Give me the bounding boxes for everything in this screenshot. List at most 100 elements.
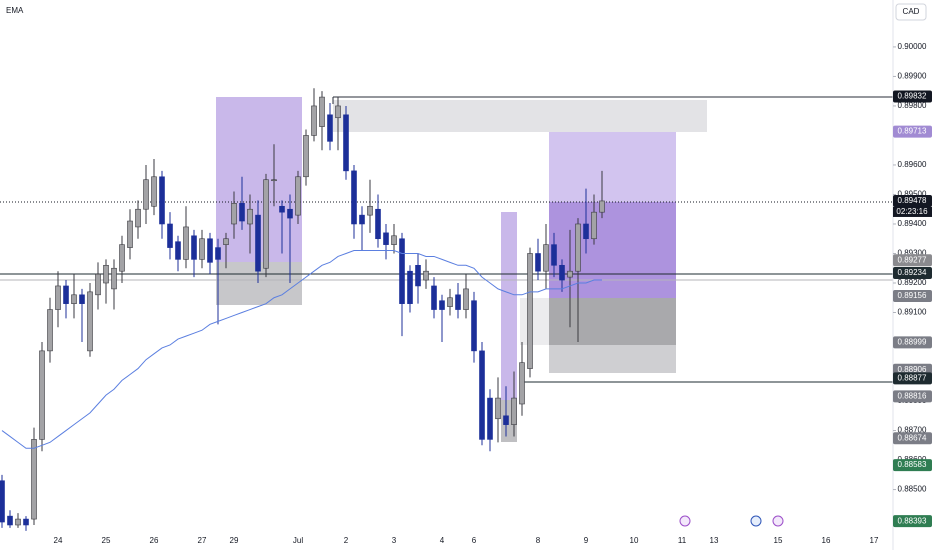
price-tag-label: 0.88906 — [898, 365, 927, 374]
candle-body — [567, 270, 573, 278]
x-tick-label: 2 — [344, 536, 349, 545]
price-tag-label: 0.89277 — [898, 255, 927, 264]
price-tag-label: 0.89234 — [898, 268, 927, 277]
price-tag — [893, 254, 932, 267]
candle-body — [543, 244, 549, 272]
zone-light — [333, 100, 707, 132]
event-icon[interactable] — [772, 515, 784, 527]
candle-body — [47, 309, 53, 352]
price-tag — [893, 90, 932, 103]
price-tag — [893, 432, 932, 445]
candle-body — [199, 238, 205, 260]
candle-body — [319, 96, 325, 127]
candle-body — [287, 208, 293, 219]
countdown: 02:23:16 — [896, 207, 928, 216]
candle-body — [351, 170, 357, 225]
candle-body — [135, 208, 141, 228]
candle-body — [479, 350, 485, 440]
candle-body — [71, 294, 77, 304]
candle-body — [231, 203, 237, 225]
price-tag — [893, 459, 932, 472]
candle-body — [55, 285, 61, 310]
candle-body — [335, 105, 341, 119]
candle-body — [399, 238, 405, 304]
candle-body — [535, 253, 541, 272]
candle-body — [439, 300, 445, 310]
x-tick-label: 29 — [230, 536, 239, 545]
x-tick-label: 4 — [440, 536, 445, 545]
candle-body — [7, 515, 13, 526]
candle-body — [487, 397, 493, 440]
candle-body — [415, 264, 421, 287]
candle-body — [223, 238, 229, 245]
currency-box[interactable] — [895, 3, 927, 21]
price-tag-label: 0.89713 — [898, 127, 927, 136]
candle-body — [143, 179, 149, 210]
candle-body — [383, 232, 389, 245]
price-tag — [893, 194, 932, 207]
candle-body — [519, 362, 525, 405]
y-tick-label: 0.90000 — [898, 42, 927, 51]
candle-body — [111, 267, 117, 290]
zone-light — [520, 298, 549, 345]
x-tick-label: 17 — [870, 536, 879, 545]
countdown-tag — [893, 206, 932, 217]
event-icons — [679, 515, 784, 527]
x-tick-label: 25 — [102, 536, 111, 545]
candle-body — [423, 270, 429, 281]
candle-body — [303, 135, 309, 178]
candle-body — [551, 244, 557, 266]
x-tick-label: 13 — [710, 536, 719, 545]
candle-body — [295, 176, 301, 216]
indicator-label: EMA — [6, 6, 24, 15]
zone-entry — [549, 202, 676, 298]
plot — [0, 88, 605, 531]
event-icon[interactable] — [750, 515, 762, 527]
y-tick-label: 0.88500 — [898, 485, 927, 494]
price-tag — [893, 336, 932, 349]
x-tick-label: 11 — [678, 536, 687, 545]
x-tick-label: 24 — [54, 536, 63, 545]
candle-body — [575, 223, 581, 272]
price-tag — [893, 515, 932, 528]
candle-body — [215, 247, 221, 260]
candle-body — [15, 518, 21, 526]
candle-body — [359, 214, 365, 225]
candle-body — [311, 105, 317, 136]
price-tag-label: 0.89832 — [898, 92, 927, 101]
x-tick-label: 6 — [472, 536, 477, 545]
x-tick-label: 3 — [392, 536, 397, 545]
price-tag-label: 0.88393 — [898, 516, 927, 525]
event-icon[interactable] — [679, 515, 691, 527]
candle-body — [447, 297, 453, 307]
candle-body — [559, 264, 565, 281]
candle-body — [23, 518, 29, 526]
price-tag-label: 0.89156 — [898, 291, 927, 300]
candle-body — [503, 415, 509, 425]
candle-body — [367, 205, 373, 216]
y-tick-label: 0.89300 — [898, 249, 927, 258]
candle-body — [271, 179, 277, 182]
x-tick-label: 15 — [774, 536, 783, 545]
ema-line — [1, 250, 602, 449]
zone-target — [549, 132, 676, 202]
x-tick-label: 10 — [630, 536, 639, 545]
candle-body — [191, 235, 197, 260]
candle-body — [527, 253, 533, 369]
candle-body — [0, 480, 5, 523]
zone-purple — [501, 212, 517, 400]
zone-stop — [549, 298, 676, 345]
x-tick-label: 8 — [536, 536, 541, 545]
price-tag-label: 0.88583 — [898, 460, 927, 469]
currency[interactable]: CAD — [903, 7, 920, 16]
candle-body — [239, 203, 245, 222]
y-tick-label: 0.89400 — [898, 219, 927, 228]
candle-body — [279, 205, 285, 213]
candle-body — [183, 226, 189, 260]
x-tick-label: 16 — [822, 536, 831, 545]
candle-body — [79, 294, 85, 304]
candle-body — [327, 114, 333, 142]
price-tag — [893, 289, 932, 302]
candle-body — [127, 220, 133, 248]
candle-body — [583, 223, 589, 240]
